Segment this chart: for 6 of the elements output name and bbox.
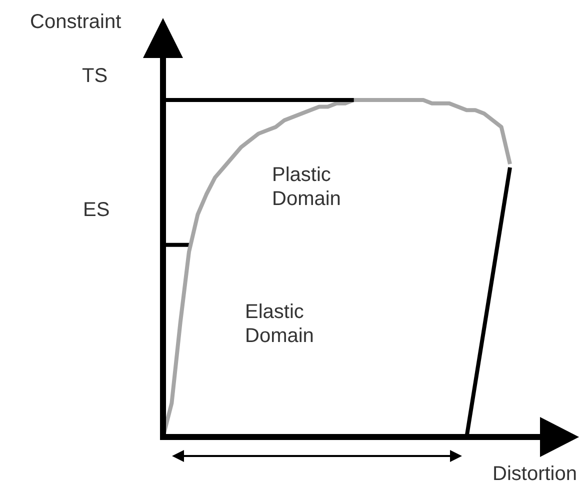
x-axis-title: Distortion	[492, 462, 577, 486]
text: ES	[83, 198, 110, 222]
y-axis-title: Constraint	[30, 10, 122, 34]
annotation: Plastic Domain	[272, 163, 342, 211]
annotation: Elastic Domain	[245, 300, 315, 348]
ref-line-label: TS	[82, 64, 108, 88]
